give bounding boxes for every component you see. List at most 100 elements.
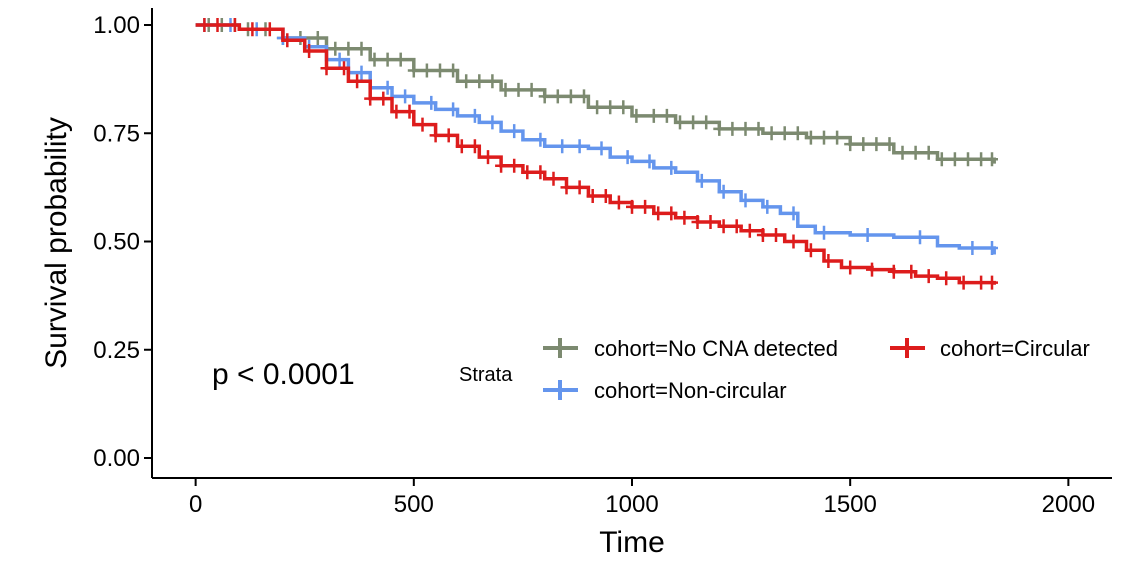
- censor-mark: [695, 173, 708, 188]
- censor-mark: [381, 52, 394, 67]
- censor-mark: [407, 63, 420, 78]
- censor-mark: [621, 150, 634, 165]
- censor-mark: [228, 18, 241, 32]
- censor-mark: [486, 115, 499, 130]
- censor-mark: [948, 152, 961, 167]
- censor-mark: [599, 189, 612, 203]
- censor-mark: [486, 74, 499, 89]
- x-tick-label: 1000: [605, 491, 658, 518]
- censor-mark: [403, 104, 416, 119]
- y-tick-label: 0.00: [93, 445, 140, 472]
- censor-mark: [678, 210, 691, 225]
- censor-mark: [844, 137, 857, 152]
- x-axis-ticks: 0 500 1000 1500 2000: [189, 478, 1095, 518]
- censor-mark: [508, 124, 521, 139]
- censor-mark: [957, 275, 970, 290]
- censor-mark: [521, 165, 534, 180]
- censor-mark: [420, 63, 433, 78]
- censor-mark: [739, 121, 752, 136]
- censor-mark: [861, 228, 874, 242]
- censor-mark: [975, 152, 988, 167]
- legend-item-non-circular: cohort=Non-circular: [543, 378, 787, 403]
- censor-mark: [534, 165, 547, 180]
- censor-mark: [377, 91, 390, 106]
- censor-mark: [905, 264, 918, 279]
- censor-mark: [630, 108, 643, 123]
- axes: [151, 8, 1112, 479]
- censor-mark: [434, 63, 446, 78]
- censor-mark: [717, 219, 730, 234]
- censor-mark: [831, 130, 844, 145]
- censor-mark: [198, 18, 211, 32]
- censor-mark: [525, 82, 538, 97]
- censor-mark: [556, 139, 569, 154]
- censor-mark: [804, 130, 817, 145]
- censor-mark: [726, 121, 739, 136]
- censor-mark: [547, 171, 560, 186]
- legend-item-no-cna: cohort=No CNA detected: [543, 336, 838, 361]
- censor-mark: [617, 100, 630, 115]
- censor-mark: [986, 275, 998, 290]
- censor-mark: [591, 100, 604, 115]
- censor-mark: [573, 139, 586, 154]
- censor-mark: [700, 115, 713, 130]
- censor-mark: [482, 150, 494, 165]
- censor-mark: [687, 115, 700, 130]
- censor-mark: [551, 89, 564, 104]
- censor-mark: [647, 108, 660, 123]
- censor-mark: [713, 121, 726, 136]
- x-tick-label: 0: [189, 491, 202, 518]
- censor-mark: [508, 158, 521, 173]
- censor-mark: [364, 91, 377, 106]
- censor-mark: [870, 137, 883, 152]
- censor-mark: [914, 230, 926, 245]
- censor-mark: [922, 145, 935, 160]
- censor-mark: [311, 31, 324, 45]
- censor-mark: [351, 74, 364, 89]
- y-axis-ticks: 0.00 0.25 0.50 0.75 1.00: [93, 12, 152, 472]
- censor-mark: [416, 117, 429, 132]
- censor-mark: [743, 223, 756, 238]
- censor-mark: [560, 180, 573, 195]
- censor-mark: [717, 184, 730, 199]
- censor-mark: [935, 152, 948, 167]
- censor-mark: [818, 225, 830, 240]
- censor-mark: [211, 18, 224, 32]
- legend-label-no-cna: cohort=No CNA detected: [594, 336, 838, 361]
- x-axis-title: Time: [599, 526, 665, 559]
- censor-mark: [857, 137, 870, 152]
- series-layer: [195, 18, 998, 290]
- censor-mark: [787, 234, 800, 249]
- censor-mark: [752, 121, 765, 136]
- censor-mark: [986, 241, 998, 255]
- legend-item-circular: cohort=Circular: [890, 336, 1090, 361]
- censor-mark: [804, 243, 817, 258]
- censor-mark: [660, 108, 673, 123]
- censor-mark: [778, 126, 791, 141]
- y-tick-label: 0.50: [93, 229, 140, 256]
- censor-mark: [975, 275, 988, 290]
- censor-mark: [626, 199, 638, 214]
- y-tick-label: 0.75: [93, 120, 140, 147]
- legend-label-circular: cohort=Circular: [940, 336, 1090, 361]
- censor-mark: [818, 130, 830, 145]
- censor-mark: [639, 199, 652, 214]
- censor-mark: [704, 215, 717, 229]
- censor-mark: [442, 128, 455, 143]
- censor-mark: [962, 152, 974, 167]
- censor-mark: [866, 262, 878, 277]
- censor-mark: [765, 126, 778, 141]
- censor-mark: [674, 115, 686, 130]
- censor-mark: [643, 154, 656, 169]
- censor-mark: [342, 41, 355, 56]
- censor-mark: [612, 195, 625, 210]
- series-1: [195, 18, 998, 255]
- censor-mark: [399, 89, 412, 104]
- legend-title: Strata: [459, 364, 513, 386]
- censor-mark: [447, 102, 460, 117]
- legend: Strata cohort=No CNA detected cohort=Cir…: [459, 336, 1090, 403]
- y-tick-label: 0.25: [93, 337, 140, 364]
- censor-mark: [787, 206, 800, 221]
- censor-mark: [573, 180, 586, 195]
- censor-mark: [578, 89, 590, 104]
